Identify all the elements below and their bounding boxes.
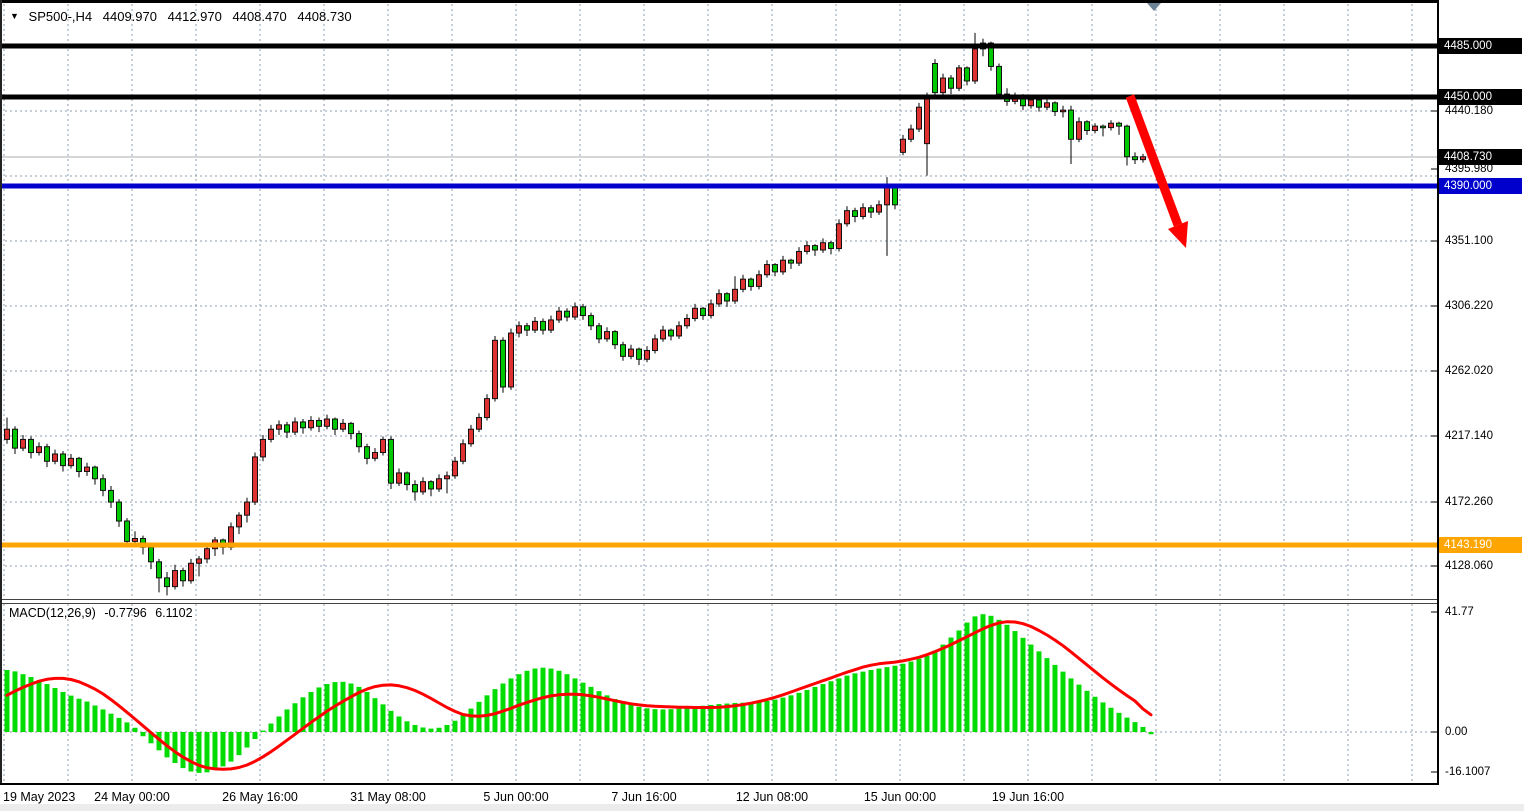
price-badge: 4390.000 — [1438, 178, 1522, 194]
macd-signal-value: 6.1102 — [155, 606, 193, 620]
ohlc-open: 4409.970 — [102, 9, 157, 24]
time-axis-label: 15 Jun 00:00 — [863, 790, 937, 804]
price-axis-label: 4306.220 — [1445, 300, 1493, 312]
ohlc-high: 4412.970 — [167, 9, 222, 24]
price-axis-label: 4128.060 — [1445, 560, 1493, 572]
price-axis-label: 4395.980 — [1445, 163, 1493, 175]
macd-main-value: -0.7796 — [104, 606, 147, 620]
macd-indicator — [4, 614, 1154, 773]
last-bar-marker-icon — [1147, 3, 1161, 11]
price-badge: 4408.730 — [1438, 149, 1522, 165]
price-axis[interactable]: 4440.180 4395.980 4351.100 4306.220 4262.020… — [1437, 0, 1524, 811]
macd-axis-label: -16.1007 — [1445, 766, 1491, 778]
time-axis-label: 19 May 2023 — [3, 790, 76, 804]
window-bottom-edge — [0, 804, 1524, 811]
symbol-title: ▼ SP500-,H4 4409.970 4412.970 4408.470 4… — [10, 9, 359, 24]
macd-name: MACD(12,26,9) — [9, 606, 96, 620]
time-axis-label: 26 May 16:00 — [222, 790, 298, 804]
candlesticks — [4, 32, 1154, 596]
time-axis-label: 31 May 08:00 — [350, 790, 426, 804]
horizontal-line-objects[interactable] — [0, 43, 1437, 548]
price-badge: 4485.000 — [1438, 38, 1522, 54]
time-axis-label: 12 Jun 08:00 — [735, 790, 809, 804]
time-axis-label: 24 May 00:00 — [94, 790, 170, 804]
symbol-name: SP500-,H4 — [28, 9, 93, 24]
price-axis-label: 4217.140 — [1445, 430, 1493, 442]
symbol-marker-icon: ▼ — [10, 11, 19, 21]
price-axis-label: 4262.020 — [1445, 365, 1493, 377]
time-axis-label: 7 Jun 16:00 — [611, 790, 677, 804]
ohlc-low: 4408.470 — [232, 9, 287, 24]
window-top-border — [0, 0, 1441, 3]
trend-arrow-object[interactable] — [1125, 94, 1188, 248]
chart-plot-area[interactable] — [0, 0, 1437, 811]
price-axis-border — [1437, 0, 1439, 785]
time-axis-label: 19 Jun 16:00 — [991, 790, 1065, 804]
pane-frame — [0, 110, 1437, 788]
price-axis-label: 4351.100 — [1445, 235, 1493, 247]
macd-axis-label: 0.00 — [1445, 726, 1468, 738]
price-axis-label: 4440.180 — [1445, 105, 1493, 117]
ohlc-close: 4408.730 — [297, 9, 352, 24]
grid-lines — [0, 4, 1437, 781]
time-axis-label: 5 Jun 00:00 — [483, 790, 549, 804]
price-badge: 4450.000 — [1438, 89, 1522, 105]
price-badge: 4143.190 — [1438, 537, 1522, 553]
macd-axis-label: 41.77 — [1445, 606, 1474, 618]
window-left-border — [0, 0, 2, 783]
macd-indicator-label: MACD(12,26,9) -0.7796 6.1102 — [9, 606, 198, 620]
price-axis-label: 4172.260 — [1445, 496, 1493, 508]
